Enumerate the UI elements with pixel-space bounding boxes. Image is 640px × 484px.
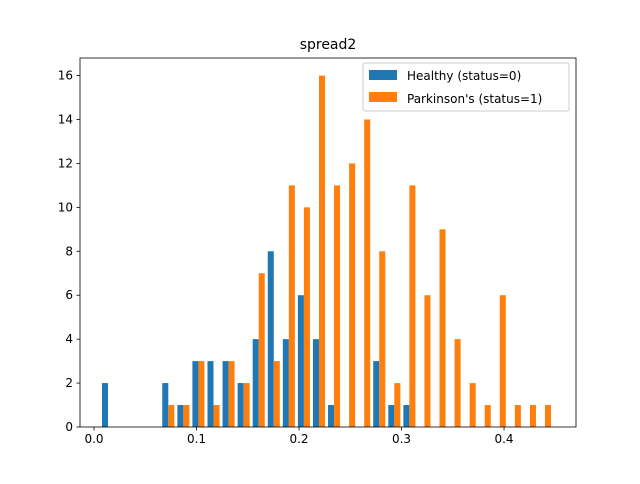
bar-parkinsons-18 bbox=[379, 251, 386, 427]
plot-frame bbox=[79, 57, 577, 428]
x-tick-label: 0.1 bbox=[187, 432, 206, 446]
legend-label-healthy: Healthy (status=0) bbox=[407, 69, 521, 83]
bar-parkinsons-6 bbox=[198, 361, 205, 427]
bar-healthy-9 bbox=[237, 383, 244, 427]
bar-healthy-13 bbox=[297, 295, 304, 427]
bar-healthy-15 bbox=[328, 405, 335, 427]
bar-parkinsons-17 bbox=[364, 119, 371, 427]
bar-parkinsons-26 bbox=[499, 295, 506, 427]
bar-parkinsons-14 bbox=[318, 75, 326, 428]
bar-parkinsons-11 bbox=[273, 361, 280, 427]
x-tick-label: 0.0 bbox=[84, 432, 103, 446]
bar-parkinsons-24 bbox=[469, 383, 476, 427]
bar-healthy-11 bbox=[267, 251, 274, 427]
bar-healthy-5 bbox=[177, 405, 184, 427]
legend-label-parkinsons: Parkinson's (status=1) bbox=[407, 92, 542, 106]
bar-parkinsons-16 bbox=[349, 163, 356, 427]
y-tick-label: 6 bbox=[65, 288, 73, 302]
bar-parkinsons-22 bbox=[439, 229, 446, 427]
bar-parkinsons-27 bbox=[514, 405, 521, 427]
y-axis: 0 2 4 6 8 10 12 14 16 bbox=[58, 69, 80, 434]
bar-parkinsons-23 bbox=[454, 339, 461, 427]
x-axis: 0.0 0.1 0.2 0.3 0.4 bbox=[84, 427, 514, 446]
bar-parkinsons-10 bbox=[258, 273, 265, 427]
legend-swatch-parkinsons bbox=[369, 92, 397, 102]
y-tick-label: 16 bbox=[58, 69, 73, 83]
y-tick-label: 10 bbox=[58, 200, 73, 214]
x-tick-label: 0.2 bbox=[289, 432, 308, 446]
bar-healthy-7 bbox=[207, 361, 214, 427]
bar-parkinsons-7 bbox=[213, 405, 220, 427]
bar-parkinsons-28 bbox=[529, 405, 536, 427]
legend-swatch-healthy bbox=[369, 70, 397, 80]
bar-healthy-14 bbox=[312, 339, 319, 427]
chart-title: spread2 bbox=[300, 37, 357, 53]
y-tick-label: 4 bbox=[65, 332, 73, 346]
y-tick-label: 8 bbox=[65, 244, 73, 258]
bar-healthy-19 bbox=[388, 405, 395, 427]
bar-healthy-6 bbox=[192, 361, 199, 427]
y-tick-label: 2 bbox=[65, 376, 73, 390]
bar-parkinsons-13 bbox=[303, 207, 310, 427]
bar-healthy-18 bbox=[373, 361, 380, 427]
y-tick-label: 0 bbox=[65, 420, 73, 434]
legend: Healthy (status=0) Parkinson's (status=1… bbox=[362, 62, 570, 112]
bar-healthy-0 bbox=[102, 383, 109, 427]
legend-box bbox=[362, 62, 570, 112]
bar-group bbox=[102, 75, 552, 428]
bar-parkinsons-25 bbox=[484, 405, 491, 427]
bar-parkinsons-15 bbox=[334, 185, 341, 427]
bar-healthy-20 bbox=[403, 405, 410, 427]
bar-healthy-4 bbox=[162, 383, 169, 427]
bar-healthy-10 bbox=[252, 339, 259, 427]
y-tick-label: 14 bbox=[58, 113, 73, 127]
bar-parkinsons-9 bbox=[243, 383, 250, 427]
x-tick-label: 0.4 bbox=[494, 432, 513, 446]
bar-parkinsons-8 bbox=[228, 361, 235, 427]
bar-parkinsons-12 bbox=[288, 185, 295, 427]
bar-parkinsons-5 bbox=[183, 405, 190, 427]
bar-healthy-12 bbox=[282, 339, 289, 427]
bar-parkinsons-20 bbox=[409, 185, 416, 427]
x-tick-label: 0.3 bbox=[392, 432, 411, 446]
y-tick-label: 12 bbox=[58, 156, 73, 170]
bar-parkinsons-4 bbox=[168, 405, 175, 427]
bar-parkinsons-19 bbox=[394, 383, 401, 427]
bar-healthy-8 bbox=[222, 361, 229, 427]
bar-parkinsons-29 bbox=[544, 405, 552, 427]
bar-parkinsons-21 bbox=[424, 295, 431, 427]
